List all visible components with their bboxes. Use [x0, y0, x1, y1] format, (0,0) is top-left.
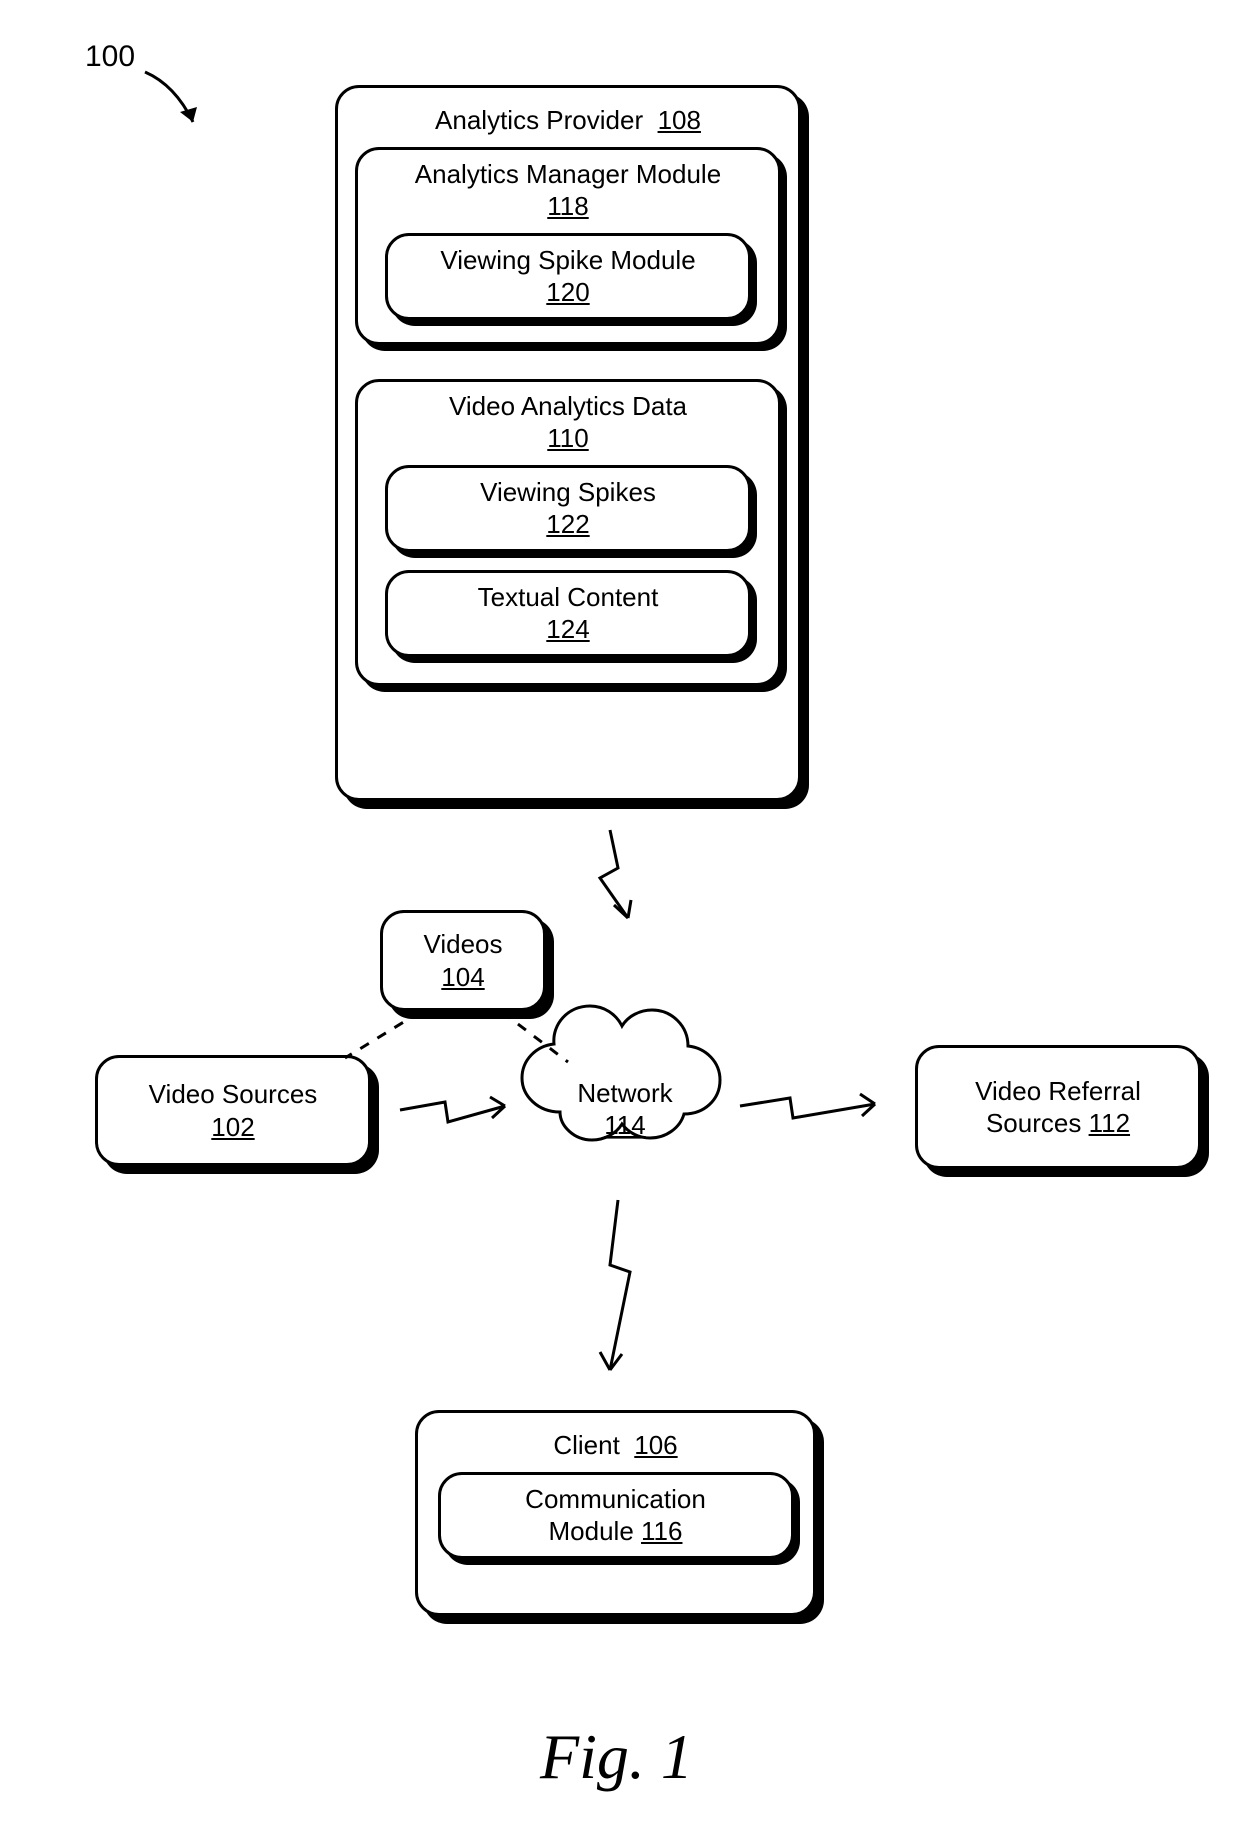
textual-content-box: Textual Content 124: [385, 570, 751, 657]
client-ref: 106: [634, 1430, 677, 1460]
viewing-spikes-box: Viewing Spikes 122: [385, 465, 751, 552]
viewing-spikes-title-text: Viewing Spikes: [480, 477, 656, 507]
communication-module-ref: 116: [641, 1516, 682, 1546]
dashed-connectors: [345, 1012, 568, 1062]
videos-ref: 104: [441, 962, 484, 992]
video-referral-line1: Video Referral: [975, 1076, 1141, 1106]
video-analytics-data-ref: 110: [547, 423, 588, 453]
viewing-spikes-ref: 122: [546, 509, 589, 539]
viewing-spike-module-title-text: Viewing Spike Module: [440, 245, 695, 275]
textual-content-ref: 124: [546, 614, 589, 644]
analytics-manager-ref: 118: [547, 191, 588, 221]
analytics-manager-box: Analytics Manager Module 118 Viewing Spi…: [355, 147, 781, 345]
analytics-provider-ref: 108: [658, 105, 701, 135]
figure-caption-text: Fig. 1: [540, 1721, 693, 1792]
bolt-right: [740, 1098, 875, 1118]
video-referral-title: Video Referral Sources 112: [975, 1075, 1141, 1140]
viewing-spike-module-ref: 120: [546, 277, 589, 307]
videos-title: Videos 104: [423, 928, 502, 993]
textual-content-title-text: Textual Content: [478, 582, 659, 612]
analytics-provider-box: Analytics Provider 108 Analytics Manager…: [335, 85, 801, 801]
network-ref-text: 114: [604, 1110, 645, 1140]
analytics-provider-title: Analytics Provider 108: [435, 104, 701, 137]
analytics-provider-title-text: Analytics Provider: [435, 105, 643, 135]
dash-videos-to-network: [502, 1012, 568, 1062]
videos-box: Videos 104: [380, 910, 546, 1011]
video-referral-box: Video Referral Sources 112: [915, 1045, 1201, 1169]
dash-videos-to-sources: [345, 1012, 420, 1058]
textual-content-title: Textual Content 124: [398, 581, 738, 646]
network-title-text: Network: [577, 1078, 673, 1108]
bolt-top: [600, 830, 628, 918]
client-title-text: Client: [553, 1430, 619, 1460]
analytics-manager-title: Analytics Manager Module 118: [368, 158, 768, 223]
bolt-left: [400, 1102, 505, 1122]
video-analytics-data-box: Video Analytics Data 110 Viewing Spikes …: [355, 379, 781, 686]
bolt-bottom: [610, 1200, 630, 1370]
client-title: Client 106: [553, 1429, 677, 1462]
communication-module-line1: Communication: [525, 1484, 706, 1514]
video-sources-ref: 102: [211, 1112, 254, 1142]
analytics-manager-title-text: Analytics Manager Module: [415, 159, 721, 189]
communication-module-title: Communication Module 116: [451, 1483, 781, 1548]
network-cloud: Network 114: [522, 1006, 720, 1140]
video-sources-box: Video Sources 102: [95, 1055, 371, 1166]
video-analytics-data-title: Video Analytics Data 110: [368, 390, 768, 455]
figure-ref-label: 100: [85, 40, 135, 74]
videos-title-text: Videos: [423, 929, 502, 959]
client-box: Client 106 Communication Module 116: [415, 1410, 816, 1616]
communication-module-box: Communication Module 116: [438, 1472, 794, 1559]
figure-ref-text: 100: [85, 40, 135, 73]
video-sources-title-text: Video Sources: [149, 1079, 318, 1109]
viewing-spike-module-title: Viewing Spike Module 120: [398, 244, 738, 309]
video-sources-title: Video Sources 102: [149, 1078, 318, 1143]
communication-module-line2: Module: [549, 1516, 634, 1546]
figure-ref-arrow: [145, 72, 197, 122]
viewing-spikes-title: Viewing Spikes 122: [398, 476, 738, 541]
figure-caption: Fig. 1: [540, 1720, 693, 1794]
video-analytics-data-title-text: Video Analytics Data: [449, 391, 687, 421]
viewing-spike-module-box: Viewing Spike Module 120: [385, 233, 751, 320]
video-referral-line2: Sources: [986, 1108, 1081, 1138]
video-referral-ref: 112: [1089, 1108, 1130, 1138]
